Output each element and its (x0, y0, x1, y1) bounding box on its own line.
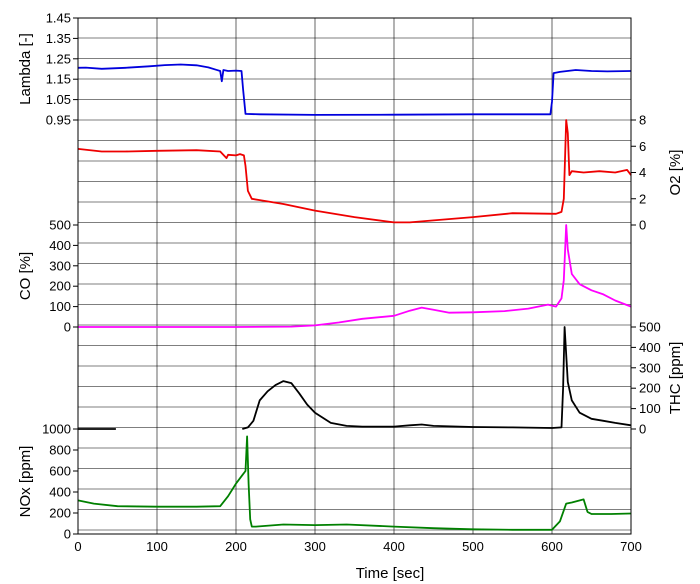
thc-y-tick-label: 100 (639, 401, 661, 416)
thc-y-tick-label: 400 (639, 340, 661, 355)
nox-y-tick-label: 400 (49, 485, 71, 500)
nox-y-tick-label: 600 (49, 464, 71, 479)
lambda-y-tick-label: 1.25 (46, 51, 71, 66)
x-tick-label: 400 (383, 539, 405, 554)
lambda-y-tick-label: 1.35 (46, 31, 71, 46)
o2-series-line (77, 119, 632, 224)
o2-y-axis-label: O2 [%] (667, 150, 684, 196)
nox-series-line (77, 435, 632, 531)
x-tick-label: 600 (541, 539, 563, 554)
x-tick-label: 0 (74, 539, 81, 554)
thc-series-line (242, 326, 632, 430)
co-y-tick-label: 200 (49, 279, 71, 294)
co-y-tick-label: 300 (49, 258, 71, 273)
o2-y-tick-label: 0 (639, 218, 646, 233)
thc-y-axis-label: THC [ppm] (667, 342, 684, 415)
x-tick-label: 300 (304, 539, 326, 554)
nox-y-tick-label: 0 (64, 527, 71, 542)
x-tick-label: 100 (146, 539, 168, 554)
lambda-series-line (77, 63, 632, 116)
thc-y-tick-label: 200 (639, 381, 661, 396)
co-y-tick-label: 400 (49, 238, 71, 253)
lambda-y-tick-label: 1.15 (46, 72, 71, 87)
o2-y-tick-label: 4 (639, 165, 646, 180)
co-y-axis-label: CO [%] (17, 252, 34, 300)
nox-y-axis-label: NOx [ppm] (17, 446, 34, 518)
x-tick-label: 200 (225, 539, 247, 554)
thc-y-tick-label: 500 (639, 320, 661, 335)
lambda-y-tick-label: 1.05 (46, 92, 71, 107)
lambda-y-tick-label: 0.95 (46, 113, 71, 128)
o2-y-tick-label: 6 (639, 139, 646, 154)
thc-y-tick-label: 300 (639, 360, 661, 375)
x-tick-label: 700 (620, 539, 642, 554)
x-axis-label: Time [sec] (356, 565, 425, 582)
grid-layer (78, 18, 631, 534)
plot-frame (77, 17, 632, 535)
lambda-y-axis-label: Lambda [-] (17, 33, 34, 105)
nox-y-tick-label: 200 (49, 506, 71, 521)
o2-y-tick-label: 2 (639, 191, 646, 206)
co-series-line (78, 224, 632, 328)
co-y-tick-label: 500 (49, 218, 71, 233)
nox-y-tick-label: 1000 (42, 422, 71, 437)
nox-y-tick-label: 800 (49, 443, 71, 458)
thc-y-tick-label: 0 (639, 422, 646, 437)
co-y-tick-label: 0 (64, 320, 71, 335)
co-y-tick-label: 100 (49, 299, 71, 314)
lambda-y-tick-label: 1.45 (46, 11, 71, 26)
series-layer (77, 63, 632, 531)
o2-y-tick-label: 8 (639, 113, 646, 128)
x-tick-label: 500 (462, 539, 484, 554)
axes-layer: 0 100 200 300 400 500 600 7000.951.051.151.251.… (17, 11, 684, 555)
